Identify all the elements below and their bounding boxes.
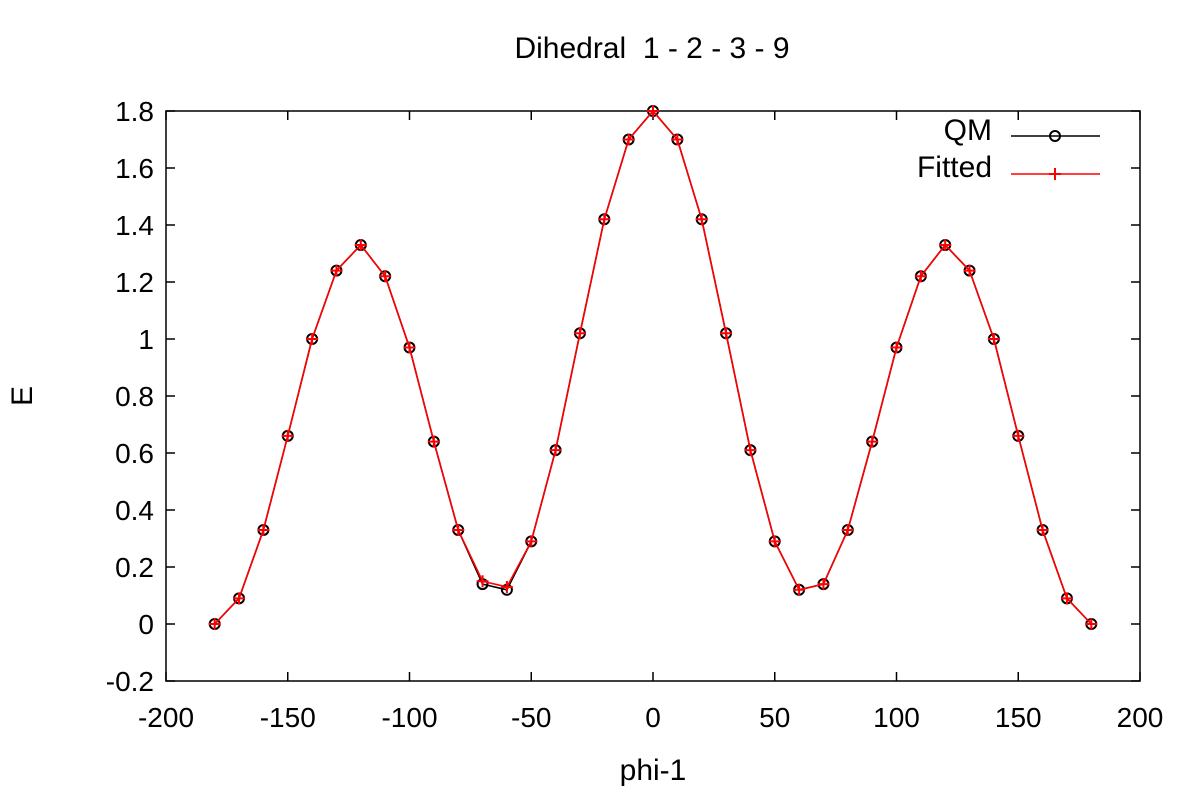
data-point-fitted <box>427 435 440 448</box>
y-tick-label: 0.8 <box>115 381 154 412</box>
data-point-fitted <box>549 444 562 457</box>
x-axis: -200 -150 -100 -50 0 50 100 150 200 <box>138 111 1163 733</box>
chart-title: Dihedral 1 - 2 - 3 - 9 <box>514 32 789 65</box>
x-tick-label: 150 <box>995 702 1042 733</box>
data-point-fitted <box>622 133 635 146</box>
x-tick-label: -150 <box>260 702 316 733</box>
data-point-fitted <box>817 578 830 591</box>
y-tick-label: 1.6 <box>115 153 154 184</box>
data-point-fitted <box>208 618 221 630</box>
data-point-fitted <box>841 523 854 536</box>
legend: QM Fitted <box>917 114 1100 184</box>
data-point-fitted <box>671 133 684 146</box>
data-point-fitted <box>793 583 806 596</box>
x-tick-label: -50 <box>511 702 551 733</box>
y-tick-label: -0.2 <box>106 666 154 697</box>
y-tick-label: 1.2 <box>115 267 154 298</box>
x-tick-label: -200 <box>138 702 194 733</box>
data-point-fitted <box>720 327 733 340</box>
data-point-fitted <box>306 333 319 345</box>
y-axis: -0.2 0 0.2 0.4 0.6 0.8 1 1.2 1.4 1.6 1.8 <box>106 96 1140 697</box>
data-point-fitted <box>768 535 781 548</box>
data-point-fitted <box>525 535 538 548</box>
y-tick-label: 0.2 <box>115 552 154 583</box>
data-point-fitted <box>647 105 659 117</box>
x-tick-label: 200 <box>1117 702 1164 733</box>
y-tick-label: 1 <box>138 324 154 355</box>
y-tick-label: 0 <box>138 609 154 640</box>
legend-marker-qm <box>1049 130 1061 142</box>
data-point-fitted <box>476 575 489 588</box>
data-point-fitted <box>354 238 367 251</box>
plot-frame <box>165 110 1141 682</box>
y-tick-label: 1.8 <box>115 96 154 127</box>
data-point-fitted <box>233 592 246 605</box>
data-point-fitted <box>573 327 586 340</box>
data-point-fitted <box>939 238 952 251</box>
data-point-fitted <box>379 270 392 283</box>
series-fitted <box>208 105 1098 630</box>
legend-label-qm: QM <box>944 114 992 147</box>
legend-marker-fitted <box>1049 168 1061 180</box>
data-point-fitted <box>1060 592 1073 605</box>
data-point-fitted <box>1085 618 1098 630</box>
data-point-fitted <box>1036 523 1049 536</box>
data-point-fitted <box>1012 429 1025 442</box>
data-point-fitted <box>403 341 416 354</box>
y-tick-label: 0.4 <box>115 495 154 526</box>
x-tick-label: 50 <box>759 702 790 733</box>
plot-area <box>208 105 1098 630</box>
series-qm <box>208 105 1098 630</box>
y-tick-label: 1.4 <box>115 210 154 241</box>
data-point-fitted <box>890 341 903 354</box>
data-point-fitted <box>866 435 879 448</box>
x-tick-label: -100 <box>381 702 437 733</box>
data-point-fitted <box>330 264 343 277</box>
data-point-fitted <box>963 264 976 277</box>
series-line-fitted <box>214 110 1092 625</box>
data-point-fitted <box>598 213 611 226</box>
x-tick-label: 100 <box>873 702 920 733</box>
y-tick-label: 0.6 <box>115 438 154 469</box>
data-point-fitted <box>914 270 927 283</box>
data-point-fitted <box>500 580 513 593</box>
x-tick-label: 0 <box>645 702 661 733</box>
data-point-fitted <box>452 523 465 536</box>
data-point-fitted <box>257 523 270 536</box>
series-line-qm <box>214 110 1092 625</box>
y-axis-label: E <box>6 386 39 406</box>
data-point-fitted <box>695 213 708 226</box>
x-axis-label: phi-1 <box>620 754 687 787</box>
legend-label-fitted: Fitted <box>917 151 992 184</box>
data-point-fitted <box>744 444 757 457</box>
data-point-fitted <box>281 429 294 442</box>
data-point-fitted <box>987 333 1000 345</box>
